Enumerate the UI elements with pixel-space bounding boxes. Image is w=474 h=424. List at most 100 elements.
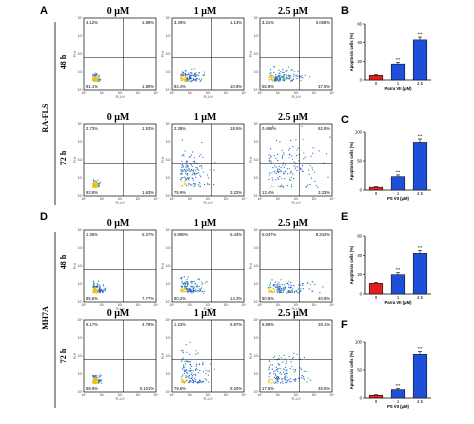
- x-axis-name: FL1-H: [204, 95, 214, 99]
- event-dot: [183, 285, 185, 287]
- event-dot: [297, 292, 299, 294]
- x-tick-label: 10²: [118, 303, 123, 307]
- x-tick-label: 10¹: [188, 393, 193, 397]
- event-dot: [284, 164, 286, 166]
- quadrant-lower-left: 91.1%: [86, 84, 98, 89]
- event-dot: [268, 291, 270, 293]
- event-dot: [303, 375, 305, 378]
- event-dot: [183, 78, 185, 80]
- event-dot: [280, 289, 282, 291]
- event-dot: [293, 178, 295, 180]
- event-dot: [294, 168, 296, 170]
- event-dot: [290, 361, 292, 363]
- event-dot: [200, 79, 202, 81]
- event-dot: [102, 290, 104, 292]
- event-dot: [94, 380, 97, 382]
- event-dot: [187, 78, 189, 80]
- event-dot: [275, 286, 277, 289]
- event-dot: [268, 284, 270, 286]
- event-dot: [94, 288, 96, 290]
- x-tick-label: 10²: [294, 393, 299, 397]
- event-dot: [277, 177, 279, 179]
- event-dot: [194, 375, 197, 377]
- y-tick-label: 10⁴: [166, 16, 172, 20]
- event-dot: [198, 185, 200, 187]
- event-dot: [97, 179, 99, 181]
- y-axis-name: PI-H: [161, 262, 165, 269]
- quadrant-lower-left: 85.5%: [86, 296, 98, 301]
- quadrant-upper-left: 2.73%: [86, 126, 98, 131]
- y-tick-label: 100: [355, 130, 363, 135]
- scatter-dots: [92, 179, 102, 188]
- event-dot: [193, 171, 195, 174]
- event-dot: [271, 292, 273, 294]
- event-dot: [191, 177, 193, 179]
- event-dot: [201, 281, 203, 283]
- event-dot: [203, 73, 205, 76]
- time-label: 48 h: [59, 254, 68, 269]
- event-dot: [304, 156, 306, 158]
- event-dot: [272, 76, 274, 78]
- event-dot: [189, 170, 191, 172]
- event-dot: [185, 170, 187, 172]
- event-dot: [190, 72, 192, 74]
- significance-mark: ***: [418, 346, 423, 351]
- x-tick-label: 10³: [224, 393, 229, 397]
- event-dot: [297, 288, 299, 290]
- event-dot: [199, 165, 201, 167]
- event-dot: [299, 367, 301, 369]
- event-dot: [296, 78, 298, 80]
- event-dot: [278, 72, 280, 74]
- event-dot: [287, 66, 290, 68]
- event-dot: [280, 71, 282, 73]
- y-axis-label: Apoptosis cells (%): [349, 32, 354, 71]
- event-dot: [99, 181, 102, 183]
- event-dot: [96, 290, 98, 292]
- event-dot: [195, 379, 197, 381]
- event-dot: [271, 378, 273, 380]
- y-axis-name: PI-H: [249, 156, 253, 163]
- event-dot: [188, 380, 190, 383]
- event-dot: [180, 177, 182, 179]
- x-tick-label: 1: [397, 295, 400, 300]
- event-dot: [189, 80, 191, 82]
- quadrant-lower-right: 40.8%: [318, 296, 330, 301]
- event-dot: [298, 160, 300, 162]
- event-dot: [283, 80, 285, 82]
- y-tick-label: 0: [360, 78, 363, 83]
- x-axis-name: FL1-H: [116, 397, 126, 401]
- event-dot: [182, 374, 184, 376]
- scatter-dots: [268, 125, 331, 188]
- x-tick-label: 10²: [118, 197, 123, 201]
- x-tick-label: 10¹: [100, 91, 105, 95]
- event-dot: [271, 79, 273, 81]
- event-dot: [181, 282, 183, 284]
- event-dot: [182, 77, 184, 80]
- event-dot: [181, 280, 183, 282]
- event-dot: [275, 375, 277, 377]
- event-dot: [284, 382, 286, 384]
- event-dot: [273, 371, 275, 373]
- event-dot: [293, 71, 295, 73]
- y-tick-label: 10²: [166, 52, 171, 56]
- y-axis-name: PI-H: [73, 50, 77, 57]
- quadrant-lower-left: 75.9%: [174, 190, 186, 195]
- event-dot: [182, 283, 184, 285]
- event-dot: [281, 157, 284, 159]
- event-dot: [284, 284, 286, 286]
- event-dot: [182, 291, 184, 293]
- event-dot: [187, 360, 189, 362]
- event-dot: [317, 186, 319, 188]
- event-dot: [187, 376, 189, 378]
- y-tick-label: 10³: [166, 336, 171, 340]
- x-tick-label: 10³: [136, 91, 141, 95]
- event-dot: [290, 80, 292, 82]
- quadrant-upper-right: 5.44%: [230, 232, 242, 237]
- event-dot: [277, 287, 279, 289]
- event-dot: [269, 378, 271, 381]
- event-dot: [280, 357, 282, 359]
- event-dot: [270, 382, 272, 384]
- event-dot: [274, 171, 276, 173]
